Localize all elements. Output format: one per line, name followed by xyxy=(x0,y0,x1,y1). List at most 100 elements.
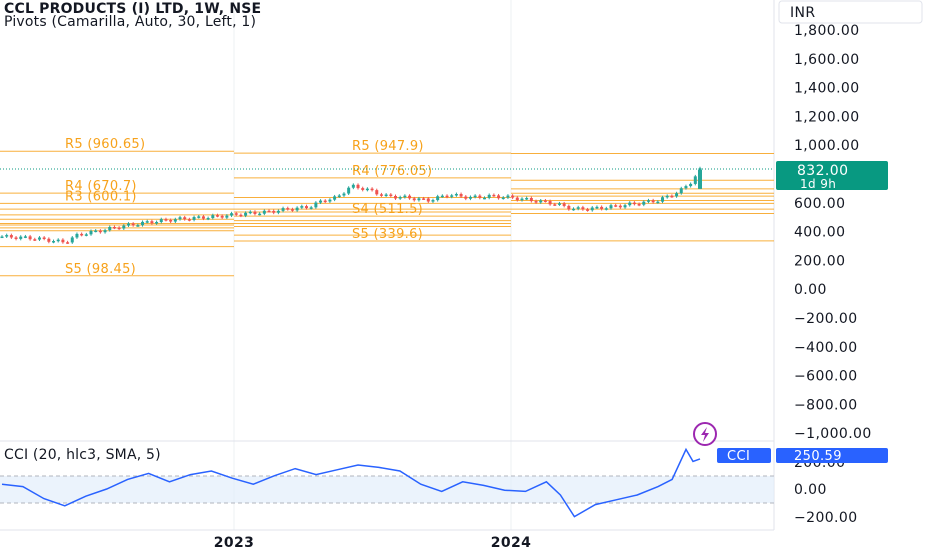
candle-body xyxy=(192,217,196,220)
candle-body xyxy=(66,242,70,244)
pivot-level-label: R4 (670.7) xyxy=(65,179,137,194)
time-axis[interactable]: 2023 2024 xyxy=(214,535,532,550)
candle-body xyxy=(187,219,191,221)
price-tick-label: 200.00 xyxy=(794,253,845,269)
candle-body xyxy=(141,221,145,226)
candle-body xyxy=(698,169,702,189)
candle-body xyxy=(417,198,421,201)
price-tag-countdown: 1d 9h xyxy=(800,177,836,191)
candle-body xyxy=(365,188,369,191)
last-price-tag: 832.00 1d 9h xyxy=(776,161,888,191)
candle-body xyxy=(61,239,65,243)
candle-body xyxy=(155,222,159,224)
candle-body xyxy=(70,237,74,243)
candle-body xyxy=(47,238,51,242)
candle-body xyxy=(651,200,655,203)
candle-body xyxy=(295,207,299,211)
candle-body xyxy=(459,193,463,197)
candle-body xyxy=(234,213,238,215)
alert-icon[interactable] xyxy=(693,422,717,446)
candle-body xyxy=(351,184,355,188)
candle-body xyxy=(379,194,383,196)
candle-body xyxy=(440,195,444,198)
candle-body xyxy=(468,196,472,199)
candle-body xyxy=(534,201,538,203)
candle-body xyxy=(398,197,402,199)
candle-body xyxy=(553,204,557,206)
candle-body xyxy=(52,241,56,243)
cci-indicator-label[interactable]: CCI (20, hlc3, SMA, 5) xyxy=(4,447,161,463)
pivot-labels: R5 (960.65) R4 (670.7)R3 (600.1) S5 (98.45… xyxy=(65,137,432,277)
candle-body xyxy=(637,203,641,206)
candle-body xyxy=(112,226,116,229)
candle-body xyxy=(286,208,290,210)
pivot-level-label: S5 (339.6) xyxy=(352,227,423,242)
candle-body xyxy=(511,195,515,198)
candle-body xyxy=(642,201,646,205)
candle-body xyxy=(28,236,32,240)
price-tick-label: −200.00 xyxy=(794,311,858,327)
candle-body xyxy=(590,207,594,211)
candle-body xyxy=(572,208,576,211)
cci-tick-label: 0.00 xyxy=(794,482,827,498)
chart-title[interactable]: CCL PRODUCTS (I) LTD, 1W, NSE xyxy=(4,1,262,17)
pivot-level-label: S5 (98.45) xyxy=(65,262,136,277)
currency-box[interactable] xyxy=(778,0,923,24)
candle-body xyxy=(656,201,660,204)
candle-body xyxy=(426,198,430,202)
candle-body xyxy=(19,236,23,239)
candle-body xyxy=(497,195,501,199)
candle-body xyxy=(215,215,219,217)
candle-body xyxy=(646,200,650,202)
candle-body xyxy=(665,195,669,198)
time-tick-label: 2023 xyxy=(214,535,255,550)
candle-body xyxy=(576,207,580,209)
price-tick-label: −1,000.00 xyxy=(794,426,872,442)
candle-body xyxy=(136,225,140,227)
candle-body xyxy=(211,215,215,219)
candle-body xyxy=(361,188,365,190)
candle-body xyxy=(262,210,266,214)
candle-body xyxy=(0,236,4,239)
candle-body xyxy=(632,202,636,205)
candle-body xyxy=(197,216,201,218)
candle-body xyxy=(567,205,571,210)
candle-body xyxy=(225,215,229,218)
cci-value-tags: CCI 250.59 xyxy=(717,448,888,464)
candle-body xyxy=(94,230,98,233)
price-tick-label: 1,200.00 xyxy=(794,109,860,125)
candle-body xyxy=(529,198,533,202)
candle-body xyxy=(562,203,566,206)
pivot-levels xyxy=(0,150,774,277)
time-tick-label: 2024 xyxy=(491,535,532,550)
candle-body xyxy=(557,203,561,205)
candle-body xyxy=(108,226,112,231)
candle-body xyxy=(304,206,308,209)
candle-body xyxy=(623,205,627,208)
candle-body xyxy=(492,194,496,197)
candle-body xyxy=(84,234,88,236)
candle-body xyxy=(436,196,440,201)
candle-body xyxy=(506,195,510,198)
candle-body xyxy=(684,186,688,189)
candle-body xyxy=(230,213,234,216)
price-tick-label: 0.00 xyxy=(794,282,827,298)
candle-body xyxy=(408,195,412,199)
candle-body xyxy=(412,198,416,201)
currency-label: INR xyxy=(790,5,816,21)
currency-unit[interactable]: INR xyxy=(778,0,923,24)
candle-body xyxy=(539,200,543,203)
candle-body xyxy=(309,207,313,209)
candle-body xyxy=(422,198,426,200)
candle-body xyxy=(98,230,102,233)
pivot-level-label: S4 (511.5) xyxy=(352,202,423,217)
price-tick-label: 1,400.00 xyxy=(794,81,860,97)
candle-body xyxy=(403,195,407,198)
pivot-indicator-label[interactable]: Pivots (Camarilla, Auto, 30, Left, 1) xyxy=(4,14,257,30)
candle-body xyxy=(394,195,398,199)
cci-name-tag xyxy=(717,448,771,463)
candle-body xyxy=(543,200,547,202)
cci-name-text: CCI xyxy=(727,449,750,464)
cci-tick-label: −200.00 xyxy=(794,510,858,526)
lightning-bolt-icon xyxy=(701,427,709,442)
